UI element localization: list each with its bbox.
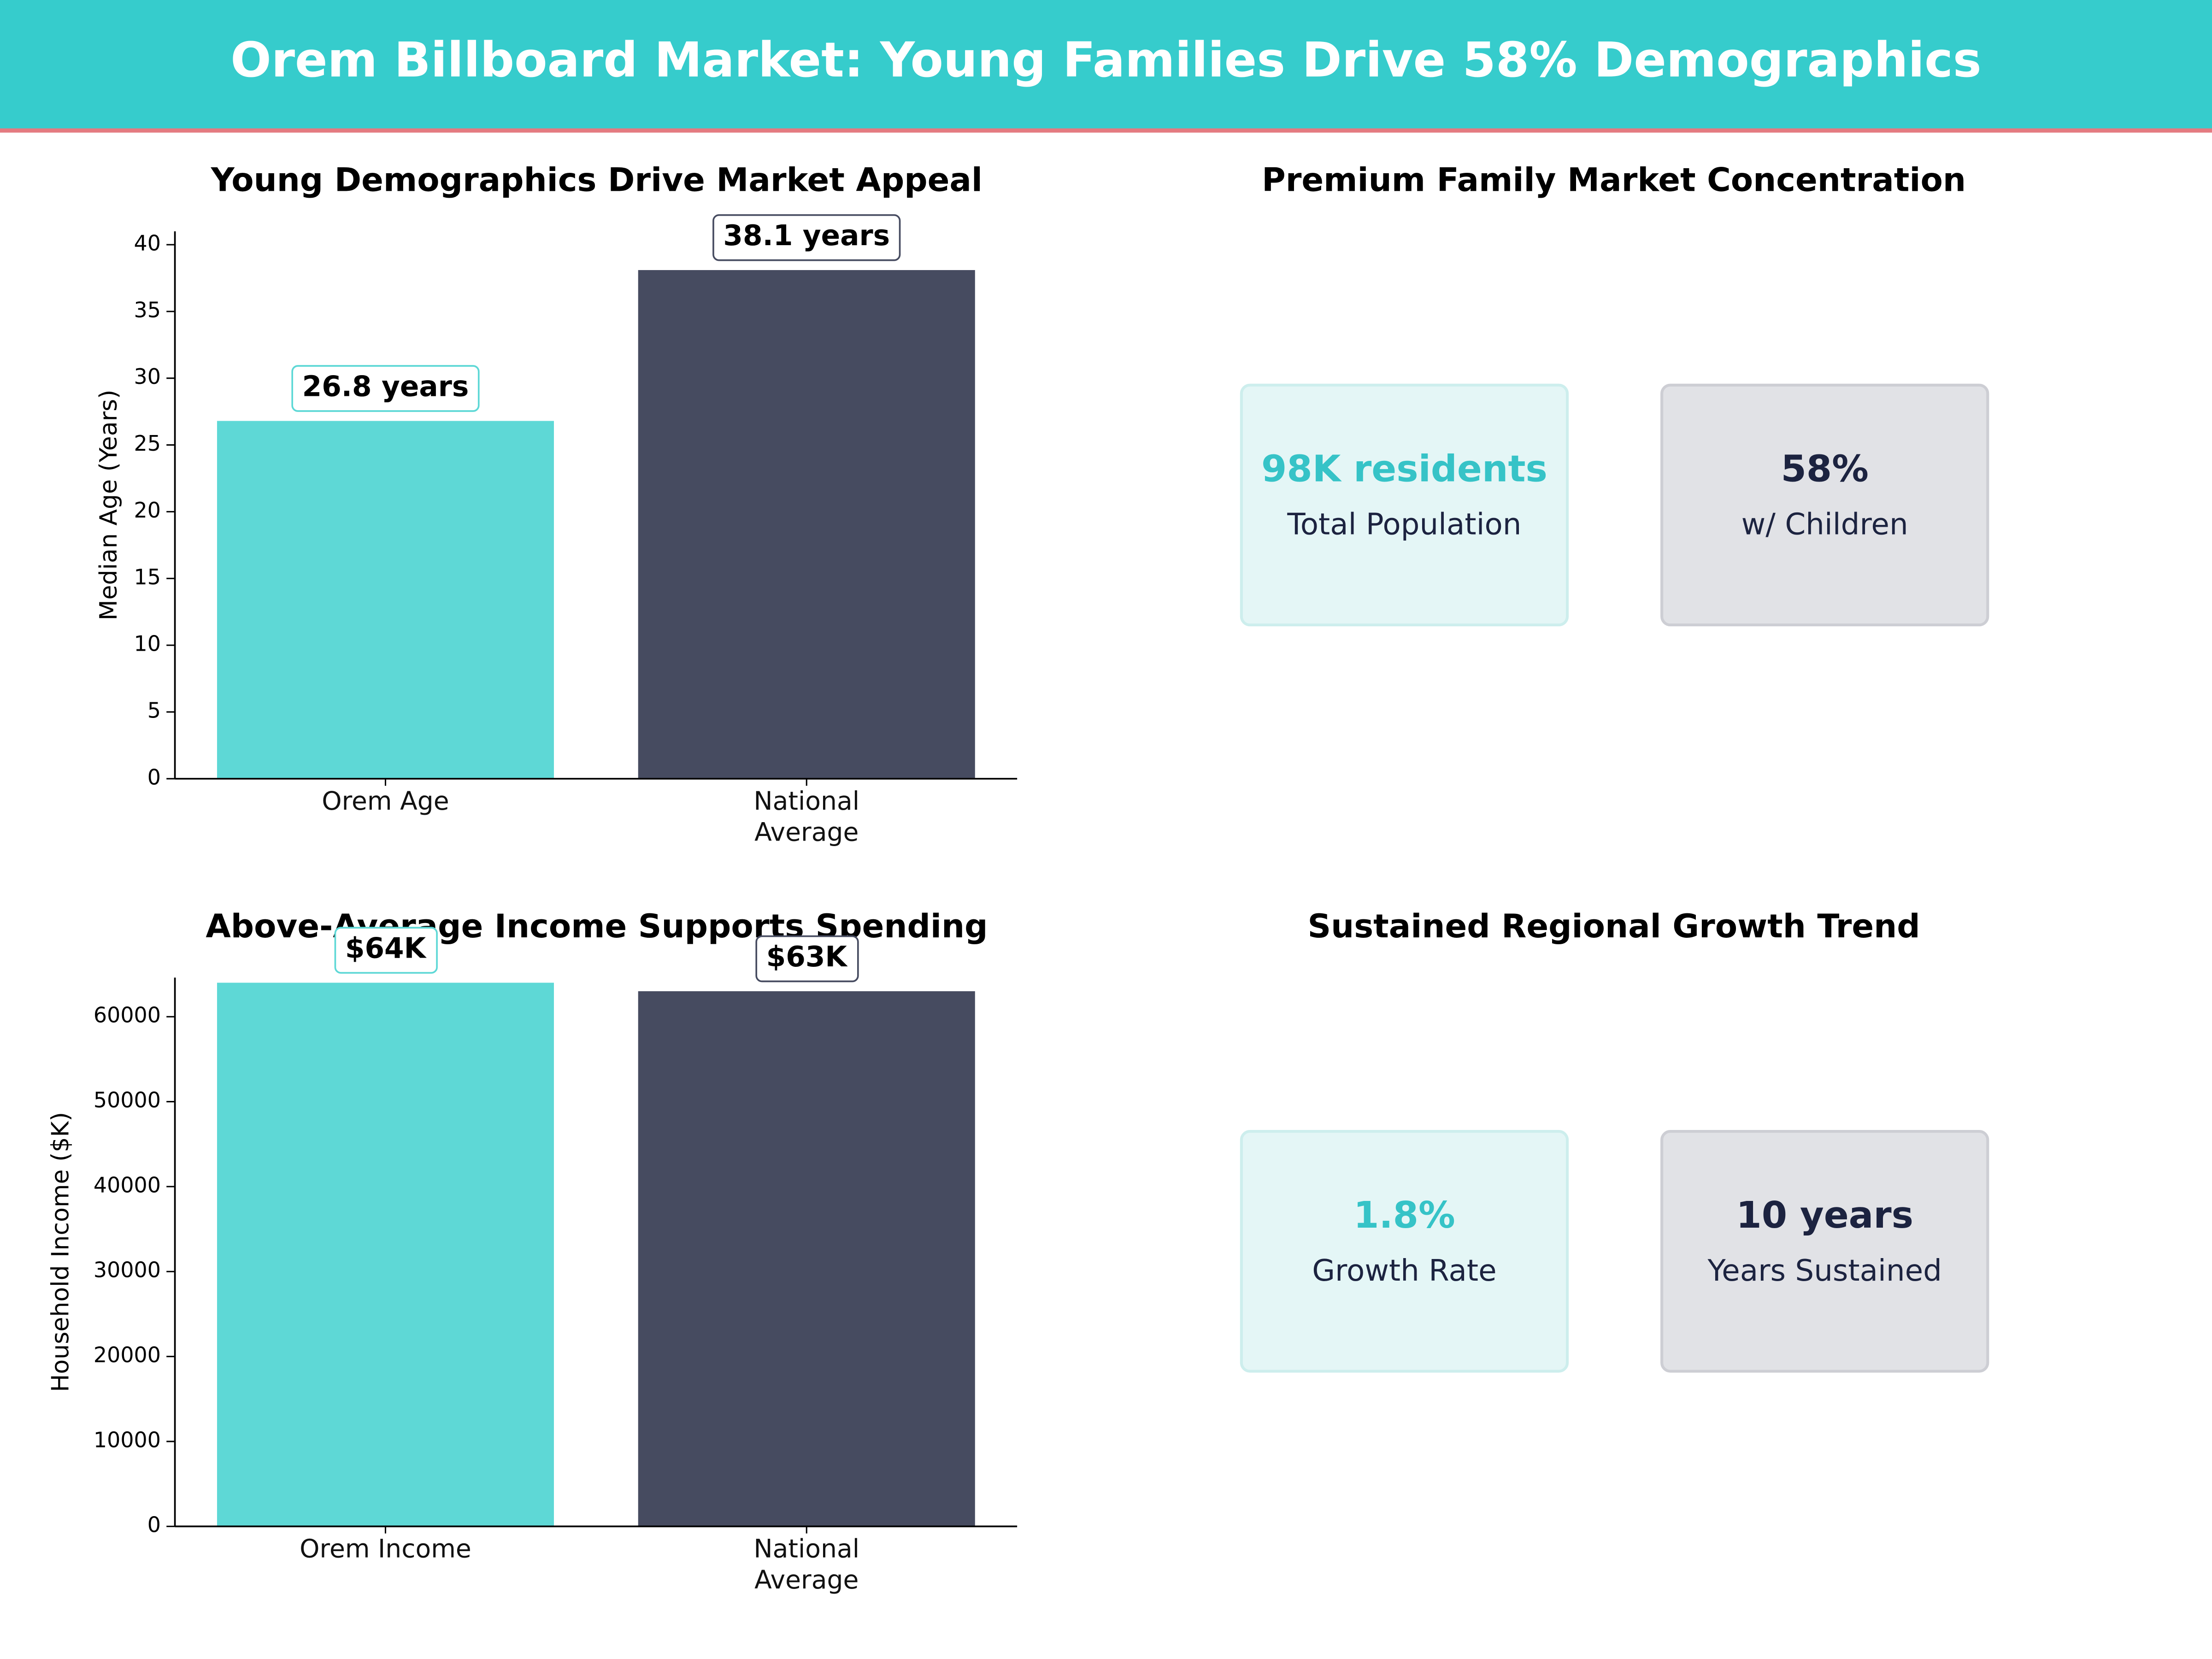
stat-card: [1660, 383, 1989, 627]
value-label: 38.1 years: [723, 219, 890, 252]
stat-card: [1660, 1130, 1989, 1373]
stat-value: 1.8%: [1353, 1194, 1455, 1236]
x-tick-label: National Average: [753, 1535, 860, 1596]
chart-title: Above-Average Income Supports Spending: [206, 907, 988, 945]
y-tick-label: 5: [147, 698, 161, 723]
stat-card: [1240, 1130, 1569, 1373]
y-axis-label: Median Age (Years): [95, 390, 123, 621]
y-tick-label: 30: [134, 364, 161, 389]
value-label-box: [334, 927, 438, 974]
bar: [638, 991, 975, 1527]
y-tick-label: 50000: [94, 1088, 161, 1112]
panel-title: Premium Family Market Concentration: [1262, 161, 1966, 199]
stat-value: 10 years: [1736, 1194, 1913, 1236]
bar: [638, 270, 975, 779]
y-tick-label: 40000: [94, 1172, 161, 1197]
value-label-box: [755, 935, 859, 982]
value-label: $64K: [345, 932, 427, 965]
value-label-box: [712, 214, 901, 261]
value-label: 26.8 years: [302, 371, 469, 403]
stat-label: Years Sustained: [1707, 1253, 1941, 1288]
header-band: [0, 0, 2212, 130]
y-tick-label: 15: [134, 565, 161, 589]
x-tick-label: National Average: [753, 787, 860, 848]
x-tick-label: Orem Age: [322, 787, 449, 817]
stat-label: w/ Children: [1741, 507, 1908, 541]
value-label: $63K: [766, 941, 848, 973]
panel-title: Sustained Regional Growth Trend: [1307, 907, 1920, 945]
y-tick-label: 35: [134, 297, 161, 322]
y-tick-label: 30000: [94, 1258, 161, 1282]
y-tick-label: 25: [134, 431, 161, 456]
y-tick-label: 10000: [94, 1427, 161, 1452]
stat-label: Total Population: [1287, 507, 1521, 541]
stat-value: 58%: [1781, 447, 1868, 490]
y-axis-label: Household Income ($K): [47, 1112, 75, 1392]
x-tick-label-box: Orem Age: [322, 787, 449, 817]
bar: [217, 421, 554, 779]
y-tick-label: 0: [147, 1512, 161, 1537]
x-tick-label-box: Orem Income: [300, 1535, 471, 1565]
y-tick-label: 10: [134, 631, 161, 656]
x-tick-label: Orem Income: [300, 1535, 471, 1565]
x-tick-label-box: National Average: [753, 1535, 860, 1596]
stat-value: 98K residents: [1261, 447, 1547, 490]
y-tick-label: 40: [134, 231, 161, 256]
y-tick-label: 20: [134, 498, 161, 523]
value-label-box: [291, 365, 480, 412]
stat-card: [1240, 383, 1569, 627]
y-tick-label: 60000: [94, 1003, 161, 1028]
x-tick-label-box: National Average: [753, 787, 860, 848]
y-tick-label: 0: [147, 765, 161, 789]
header-rule: [0, 128, 2212, 133]
bar: [217, 982, 554, 1527]
y-tick-label: 20000: [94, 1342, 161, 1367]
page-title: Orem Billboard Market: Young Families Dr…: [230, 32, 1982, 88]
chart-title: Young Demographics Drive Market Appeal: [211, 161, 982, 199]
stat-label: Growth Rate: [1312, 1253, 1496, 1288]
